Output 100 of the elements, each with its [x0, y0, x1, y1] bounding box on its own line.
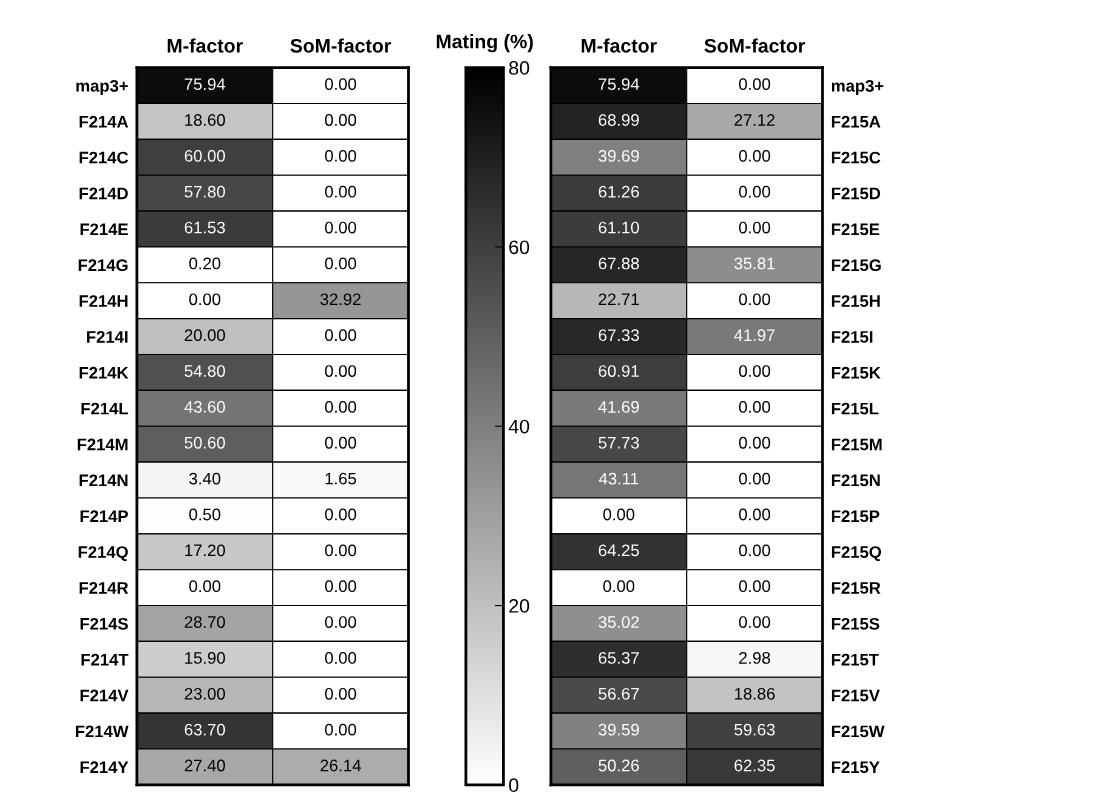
data-label: 0.00 — [325, 436, 357, 449]
data-label: 67.33 — [598, 329, 639, 342]
y-tick-label: map3+ — [831, 79, 884, 96]
y-tick-label: F214P — [80, 510, 128, 522]
y-tick-label: F215V — [831, 689, 880, 702]
data-label: 62.35 — [734, 759, 775, 772]
y-tick-label: F215H — [831, 295, 880, 307]
data-label: 61.10 — [598, 221, 639, 234]
y-tick-label: F215Y — [831, 761, 880, 774]
y-tick-label: F214C — [79, 151, 129, 164]
x-tick-label: SoM-factor — [290, 38, 392, 53]
y-tick-label: F214D — [79, 187, 128, 200]
data-label: 0.00 — [325, 329, 357, 342]
y-tick-label: F215R — [831, 582, 881, 594]
data-label: 0.00 — [325, 544, 357, 557]
x-tick-label: SoM-factor — [704, 38, 806, 53]
data-label: 2.98 — [739, 652, 771, 664]
data-label: 0.00 — [739, 508, 771, 521]
data-label: 68.99 — [598, 114, 639, 126]
data-label: 0.00 — [189, 293, 221, 306]
data-label: 35.02 — [598, 616, 639, 628]
data-label: 0.00 — [603, 508, 635, 521]
y-tick-label: F214N — [79, 474, 128, 487]
data-label: 0.00 — [325, 652, 357, 664]
data-label: 18.60 — [185, 114, 225, 126]
data-label: 61.26 — [598, 185, 639, 198]
color-bar-label: 40 — [508, 419, 530, 434]
y-tick-label: F214R — [79, 582, 129, 594]
data-label: 57.80 — [184, 185, 225, 198]
data-label: 0.00 — [739, 400, 771, 413]
data-label: 54.80 — [184, 365, 225, 377]
data-label: 57.73 — [598, 436, 639, 449]
data-label: 22.71 — [598, 293, 639, 306]
data-label: 56.67 — [598, 687, 639, 700]
y-tick-label: F214H — [79, 295, 128, 307]
data-label: 0.50 — [189, 508, 221, 521]
data-label: 0.00 — [739, 436, 771, 449]
data-label: 26.14 — [320, 759, 361, 772]
y-tick-label: F215T — [831, 653, 879, 666]
data-label: 43.60 — [184, 400, 225, 413]
data-label: 0.00 — [739, 78, 771, 91]
y-tick-label: F214K — [79, 366, 129, 379]
data-label: 1.65 — [325, 472, 357, 485]
data-label: 0.00 — [325, 114, 357, 126]
data-label: 35.81 — [734, 257, 775, 270]
data-label: 27.40 — [184, 759, 225, 772]
data-label: 32.92 — [320, 293, 361, 306]
data-label: 23.00 — [184, 687, 225, 700]
color-bar-label: 20 — [509, 599, 530, 613]
y-tick-label: F215G — [831, 259, 881, 272]
data-label: 67.88 — [598, 257, 639, 270]
y-tick-label: F214S — [80, 617, 128, 630]
data-label: 50.26 — [598, 759, 639, 772]
y-tick-label: F215Q — [831, 546, 882, 562]
data-label: 0.00 — [325, 616, 357, 628]
data-label: 43.11 — [598, 472, 639, 485]
data-label: 60.91 — [598, 365, 639, 377]
data-label: 0.00 — [325, 149, 357, 162]
y-tick-label: F214Q — [78, 546, 128, 562]
data-label: 0.00 — [325, 221, 357, 234]
y-tick-label: F214M — [77, 438, 128, 451]
data-label: 3.40 — [189, 472, 221, 485]
data-label: 0.00 — [739, 221, 771, 234]
data-label: 27.12 — [734, 114, 775, 126]
color-bar-title: Mating (%) — [436, 34, 533, 53]
y-tick-label: F214L — [81, 402, 129, 415]
data-label: 0.00 — [603, 580, 635, 593]
y-tick-label: F214E — [80, 223, 128, 236]
x-tick-label: M-factor — [581, 38, 657, 53]
data-label: 64.25 — [598, 544, 639, 557]
data-label: 0.00 — [189, 580, 221, 593]
data-label: 0.00 — [325, 185, 357, 198]
y-tick-label: F214V — [80, 689, 129, 702]
data-label: 39.69 — [598, 149, 639, 162]
color-bar-label: 0 — [509, 778, 519, 793]
y-tick-label: F215W — [831, 725, 885, 738]
y-tick-label: F215M — [831, 438, 882, 451]
y-tick-label: F215D — [831, 187, 881, 200]
data-label: 18.86 — [735, 687, 775, 700]
y-tick-label: F215K — [831, 366, 881, 379]
data-label: 0.00 — [739, 185, 771, 198]
x-tick-label: M-factor — [167, 38, 243, 53]
y-tick-label: F215P — [831, 510, 880, 523]
y-tick-label: F214G — [78, 259, 128, 272]
data-label: 59.63 — [734, 723, 775, 736]
data-label: 75.94 — [598, 78, 640, 91]
data-label: 0.00 — [325, 687, 357, 700]
data-label: 75.94 — [184, 78, 226, 91]
y-tick-label: F214Y — [80, 761, 129, 773]
color-bar-label: 60 — [509, 240, 530, 255]
data-label: 20.00 — [184, 329, 225, 342]
y-tick-label: F215S — [831, 617, 880, 630]
data-label: 0.00 — [325, 580, 357, 593]
data-label: 61.53 — [184, 221, 225, 234]
y-tick-label: F214T — [81, 653, 129, 666]
data-label: 15.90 — [185, 652, 225, 664]
y-tick-label: F215C — [831, 151, 881, 164]
data-label: 0.00 — [739, 293, 771, 306]
data-label: 17.20 — [185, 544, 225, 557]
data-label: 60.00 — [184, 149, 225, 162]
